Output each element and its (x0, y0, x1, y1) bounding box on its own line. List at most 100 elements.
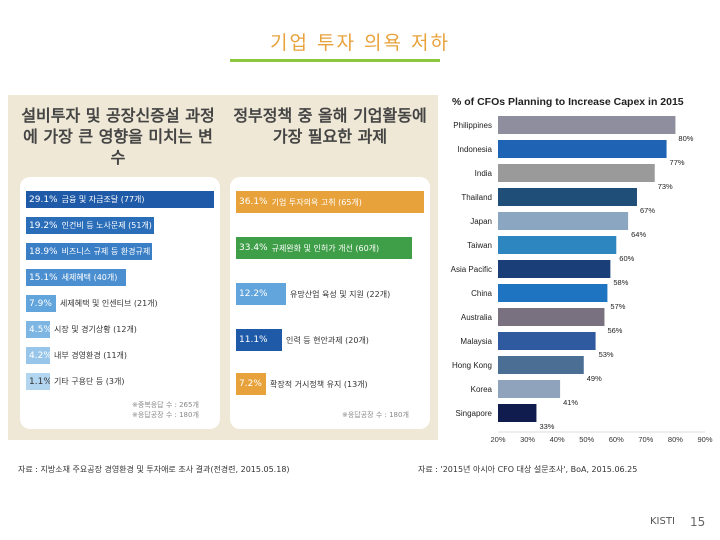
category-label: Korea (471, 385, 493, 394)
list-item: 11.1% 인력 등 현안과제 (20개) (236, 329, 369, 351)
value-label: 57% (610, 302, 625, 311)
value-label: 80% (678, 134, 693, 143)
item-label: 인력 등 현안과제 (20개) (286, 335, 369, 345)
list-item: 29.1% 금융 및 자금조달 (77개) (26, 191, 214, 208)
item-label: 규제완화 및 인허가 개선 (60개) (271, 243, 380, 253)
value-label: 33% (539, 422, 554, 431)
left-column-heading: 설비투자 및 공장신증설 과정에 가장 큰 영향을 미치는 변수 (21, 106, 215, 167)
category-label: Taiwan (467, 241, 492, 250)
x-tick-label: 30% (520, 435, 535, 444)
list-item: 33.4% 규제완화 및 인허가 개선 (60개) (236, 237, 412, 259)
category-label: Japan (470, 217, 492, 226)
category-label: Singapore (456, 409, 493, 418)
footnote-duplicates: ※중복응답 수 : 265개 (132, 401, 199, 409)
item-label: 확장적 거시정책 유지 (13개) (270, 379, 368, 389)
category-label: China (471, 289, 492, 298)
item-label: 기업 투자의욕 고취 (65개) (271, 197, 362, 207)
item-percent: 7.9% (29, 298, 52, 309)
title-underline (230, 59, 440, 62)
bar-taiwan (498, 236, 617, 254)
value-label: 49% (587, 374, 602, 383)
item-label: 세제혜택 (40개) (61, 273, 118, 282)
bar-korea (498, 380, 561, 398)
category-label: Hong Kong (452, 361, 492, 370)
list-item: 1.1% 기타 구용단 등 (3개) (26, 373, 124, 390)
item-percent: 1.1% (29, 376, 50, 387)
item-label: 시장 및 경기상황 (12개) (54, 325, 137, 334)
value-label: 53% (599, 350, 614, 359)
list-item: 4.5% 시장 및 경기상황 (12개) (26, 321, 137, 338)
value-label: 60% (619, 254, 634, 263)
item-percent: 18.9% (29, 246, 58, 257)
capex-bar-chart: % of CFOs Planning to Increase Capex in … (451, 96, 713, 444)
list-item: 15.1% 세제혜택 (40개) (26, 269, 126, 286)
category-label: Indonesia (457, 145, 492, 154)
item-percent: 11.1% (239, 335, 268, 345)
survey-infographic: 설비투자 및 공장신증설 과정에 가장 큰 영향을 미치는 변수 정부정책 중 … (8, 95, 438, 440)
bar-malaysia (498, 332, 596, 350)
list-item: 4.2% 내부 경영환경 (11개) (26, 347, 127, 364)
category-label: India (475, 169, 493, 178)
item-label: 금융 및 자금조달 (77개) (61, 195, 145, 204)
category-label: Malaysia (460, 337, 492, 346)
item-label: 유망산업 육성 및 지원 (22개) (290, 289, 391, 299)
item-percent: 36.1% (239, 197, 268, 207)
right-source-note: 자료 : '2015년 아시아 CFO 대상 설문조사', BoA, 2015.… (418, 465, 638, 474)
bar-singapore (498, 404, 537, 422)
list-item: 18.9% 비즈니스 규제 등 환경규제 (50개) (26, 243, 152, 260)
value-label: 77% (670, 158, 685, 167)
category-label: Philippines (453, 121, 492, 130)
bar-indonesia (498, 140, 667, 158)
value-label: 58% (613, 278, 628, 287)
left-source-note: 자료 : 지방소재 주요공장 경영환경 및 투자애로 조사 결과(전경련, 20… (18, 465, 290, 474)
category-label: Australia (461, 313, 493, 322)
page-title: 기업 투자 의욕 저하 (270, 32, 450, 54)
item-percent: 15.1% (29, 272, 58, 283)
value-label: 41% (563, 398, 578, 407)
right-column-heading: 정부정책 중 올해 기업활동에 가장 필요한 과제 (233, 106, 427, 146)
kisti-logo: KISTI (650, 516, 675, 527)
policy-tasks-column: 36.1% 기업 투자의욕 고취 (65개) 33.4% 규제완화 및 인허가 … (230, 177, 430, 429)
x-tick-label: 60% (609, 435, 624, 444)
item-percent: 12.2% (239, 289, 268, 299)
item-label: 내부 경영환경 (11개) (54, 351, 128, 360)
item-percent: 33.4% (239, 243, 268, 253)
list-item: 7.2% 확장적 거시정책 유지 (13개) (236, 373, 368, 395)
category-label: Thailand (461, 193, 492, 202)
list-item: 7.9% 세제혜택 및 인센티브 (21개) (26, 295, 158, 312)
item-label: 세제혜택 및 인센티브 (21개) (60, 299, 158, 308)
item-percent: 4.5% (29, 324, 50, 335)
item-label: 기타 구용단 등 (3개) (54, 377, 125, 386)
bar-india (498, 164, 655, 182)
footnote-respondents: ※응답공장 수 : 180개 (342, 411, 409, 419)
x-tick-label: 80% (668, 435, 683, 444)
bar-thailand (498, 188, 637, 206)
list-item: 36.1% 기업 투자의욕 고취 (65개) (236, 191, 424, 213)
bar-hong-kong (498, 356, 584, 374)
footnote-respondents: ※응답공장 수 : 180개 (132, 411, 199, 419)
list-item: 12.2% 유망산업 육성 및 지원 (22개) (236, 283, 390, 305)
x-tick-label: 50% (579, 435, 594, 444)
item-percent: 29.1% (29, 194, 58, 205)
value-label: 56% (607, 326, 622, 335)
item-percent: 4.2% (29, 350, 50, 361)
item-label: 비즈니스 규제 등 환경규제 (50개) (61, 247, 152, 256)
x-tick-label: 40% (550, 435, 565, 444)
bar-japan (498, 212, 629, 230)
item-percent: 7.2% (239, 379, 262, 389)
x-tick-label: 20% (490, 435, 505, 444)
value-label: 73% (658, 182, 673, 191)
bar-china (498, 284, 608, 302)
x-tick-label: 90% (697, 435, 712, 444)
item-label: 인건비 등 노사문제 (51개) (61, 221, 152, 230)
chart-title: % of CFOs Planning to Increase Capex in … (452, 96, 684, 108)
bar-asia-pacific (498, 260, 611, 278)
bar-australia (498, 308, 605, 326)
value-label: 67% (640, 206, 655, 215)
list-item: 19.2% 인건비 등 노사문제 (51개) (26, 217, 154, 234)
category-label: Asia Pacific (451, 265, 492, 274)
bar-philippines (498, 116, 676, 134)
item-percent: 19.2% (29, 220, 58, 231)
investment-variables-column: 29.1% 금융 및 자금조달 (77개) 19.2% 인건비 등 노사문제 (… (20, 177, 220, 429)
x-tick-label: 70% (638, 435, 653, 444)
